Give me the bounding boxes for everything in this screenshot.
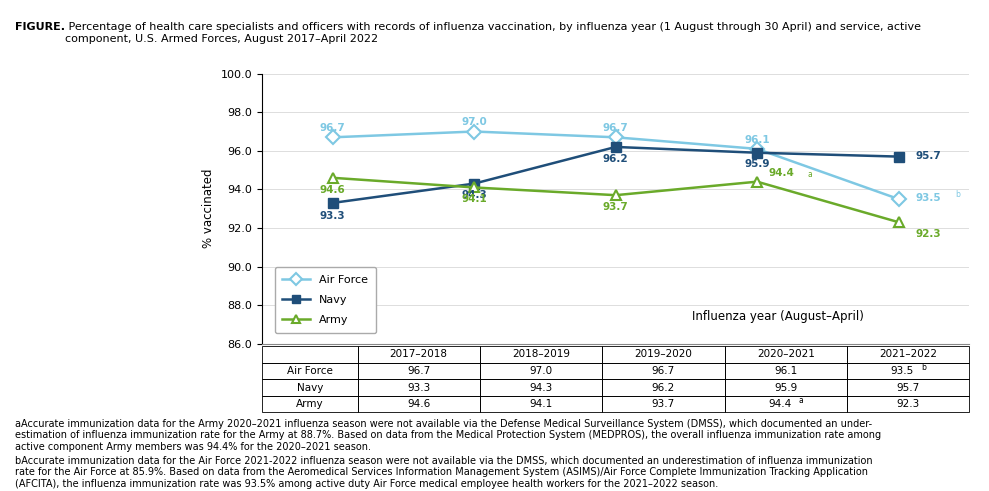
Text: b: b	[921, 363, 926, 372]
Text: 93.7: 93.7	[652, 399, 675, 409]
Bar	[262, 379, 358, 396]
Text: 2020–2021: 2020–2021	[757, 350, 815, 359]
Text: 94.4: 94.4	[768, 168, 794, 178]
Text: 93.3: 93.3	[320, 211, 345, 220]
Text: 93.5: 93.5	[916, 193, 942, 203]
Bar	[262, 396, 358, 412]
Text: Army: Army	[296, 399, 323, 409]
Text: 2019–2020: 2019–2020	[635, 350, 692, 359]
Text: 96.2: 96.2	[603, 154, 628, 164]
Y-axis label: % vaccinated: % vaccinated	[202, 169, 216, 248]
Text: 95.9: 95.9	[745, 160, 769, 169]
Text: 92.3: 92.3	[896, 399, 920, 409]
Text: 94.6: 94.6	[407, 399, 430, 409]
Bar	[725, 396, 847, 412]
Text: aAccurate immunization data for the Army 2020–2021 influenza season were not ava: aAccurate immunization data for the Army…	[15, 419, 881, 452]
Bar	[480, 363, 602, 380]
Bar	[725, 346, 847, 363]
Text: 94.3: 94.3	[461, 191, 488, 200]
Bar	[480, 346, 602, 363]
Bar	[602, 396, 725, 412]
Text: 93.3: 93.3	[407, 382, 430, 393]
Text: 2021–2022: 2021–2022	[879, 350, 937, 359]
Bar	[358, 346, 480, 363]
Bar	[847, 396, 969, 412]
Bar	[480, 396, 602, 412]
Text: bAccurate immunization data for the Air Force 2021-2022 influenza season were no: bAccurate immunization data for the Air …	[15, 456, 872, 489]
Bar	[602, 346, 725, 363]
Text: 96.7: 96.7	[652, 366, 675, 376]
Text: Navy: Navy	[297, 382, 323, 393]
Text: 96.1: 96.1	[774, 366, 797, 376]
Text: 94.1: 94.1	[461, 194, 488, 204]
Text: 92.3: 92.3	[916, 229, 942, 239]
Text: Percentage of health care specialists and officers with records of influenza vac: Percentage of health care specialists an…	[65, 22, 921, 44]
Text: 96.7: 96.7	[407, 366, 430, 376]
Bar	[262, 346, 358, 363]
Bar	[847, 363, 969, 380]
Text: a: a	[808, 170, 813, 179]
Bar	[602, 379, 725, 396]
Text: 96.1: 96.1	[745, 135, 769, 145]
Text: b: b	[955, 191, 960, 199]
Text: 94.6: 94.6	[319, 185, 346, 195]
Text: 96.7: 96.7	[602, 123, 629, 133]
Text: FIGURE.: FIGURE.	[15, 22, 65, 32]
Bar	[847, 346, 969, 363]
Text: 2017–2018: 2017–2018	[390, 350, 448, 359]
Bar	[262, 363, 358, 380]
Text: Influenza year (August–April): Influenza year (August–April)	[692, 310, 864, 323]
Bar	[358, 363, 480, 380]
Bar	[725, 363, 847, 380]
Bar	[847, 379, 969, 396]
Bar	[358, 396, 480, 412]
Text: 96.2: 96.2	[652, 382, 675, 393]
Text: 95.7: 95.7	[916, 151, 942, 161]
Text: Air Force: Air Force	[287, 366, 332, 376]
Text: a: a	[799, 396, 804, 406]
Text: 97.0: 97.0	[529, 366, 553, 376]
Bar	[480, 379, 602, 396]
Text: 2018–2019: 2018–2019	[512, 350, 570, 359]
Text: 95.7: 95.7	[896, 382, 920, 393]
Text: 95.9: 95.9	[774, 382, 797, 393]
Text: 93.7: 93.7	[602, 202, 629, 212]
Text: 93.5: 93.5	[891, 366, 914, 376]
Text: 96.7: 96.7	[319, 123, 346, 133]
Text: 94.1: 94.1	[529, 399, 553, 409]
Text: 94.4: 94.4	[768, 399, 791, 409]
Bar	[725, 379, 847, 396]
Text: 97.0: 97.0	[461, 117, 488, 127]
Text: 94.3: 94.3	[529, 382, 553, 393]
Legend: Air Force, Navy, Army: Air Force, Navy, Army	[275, 267, 376, 333]
Bar	[602, 363, 725, 380]
Bar	[358, 379, 480, 396]
